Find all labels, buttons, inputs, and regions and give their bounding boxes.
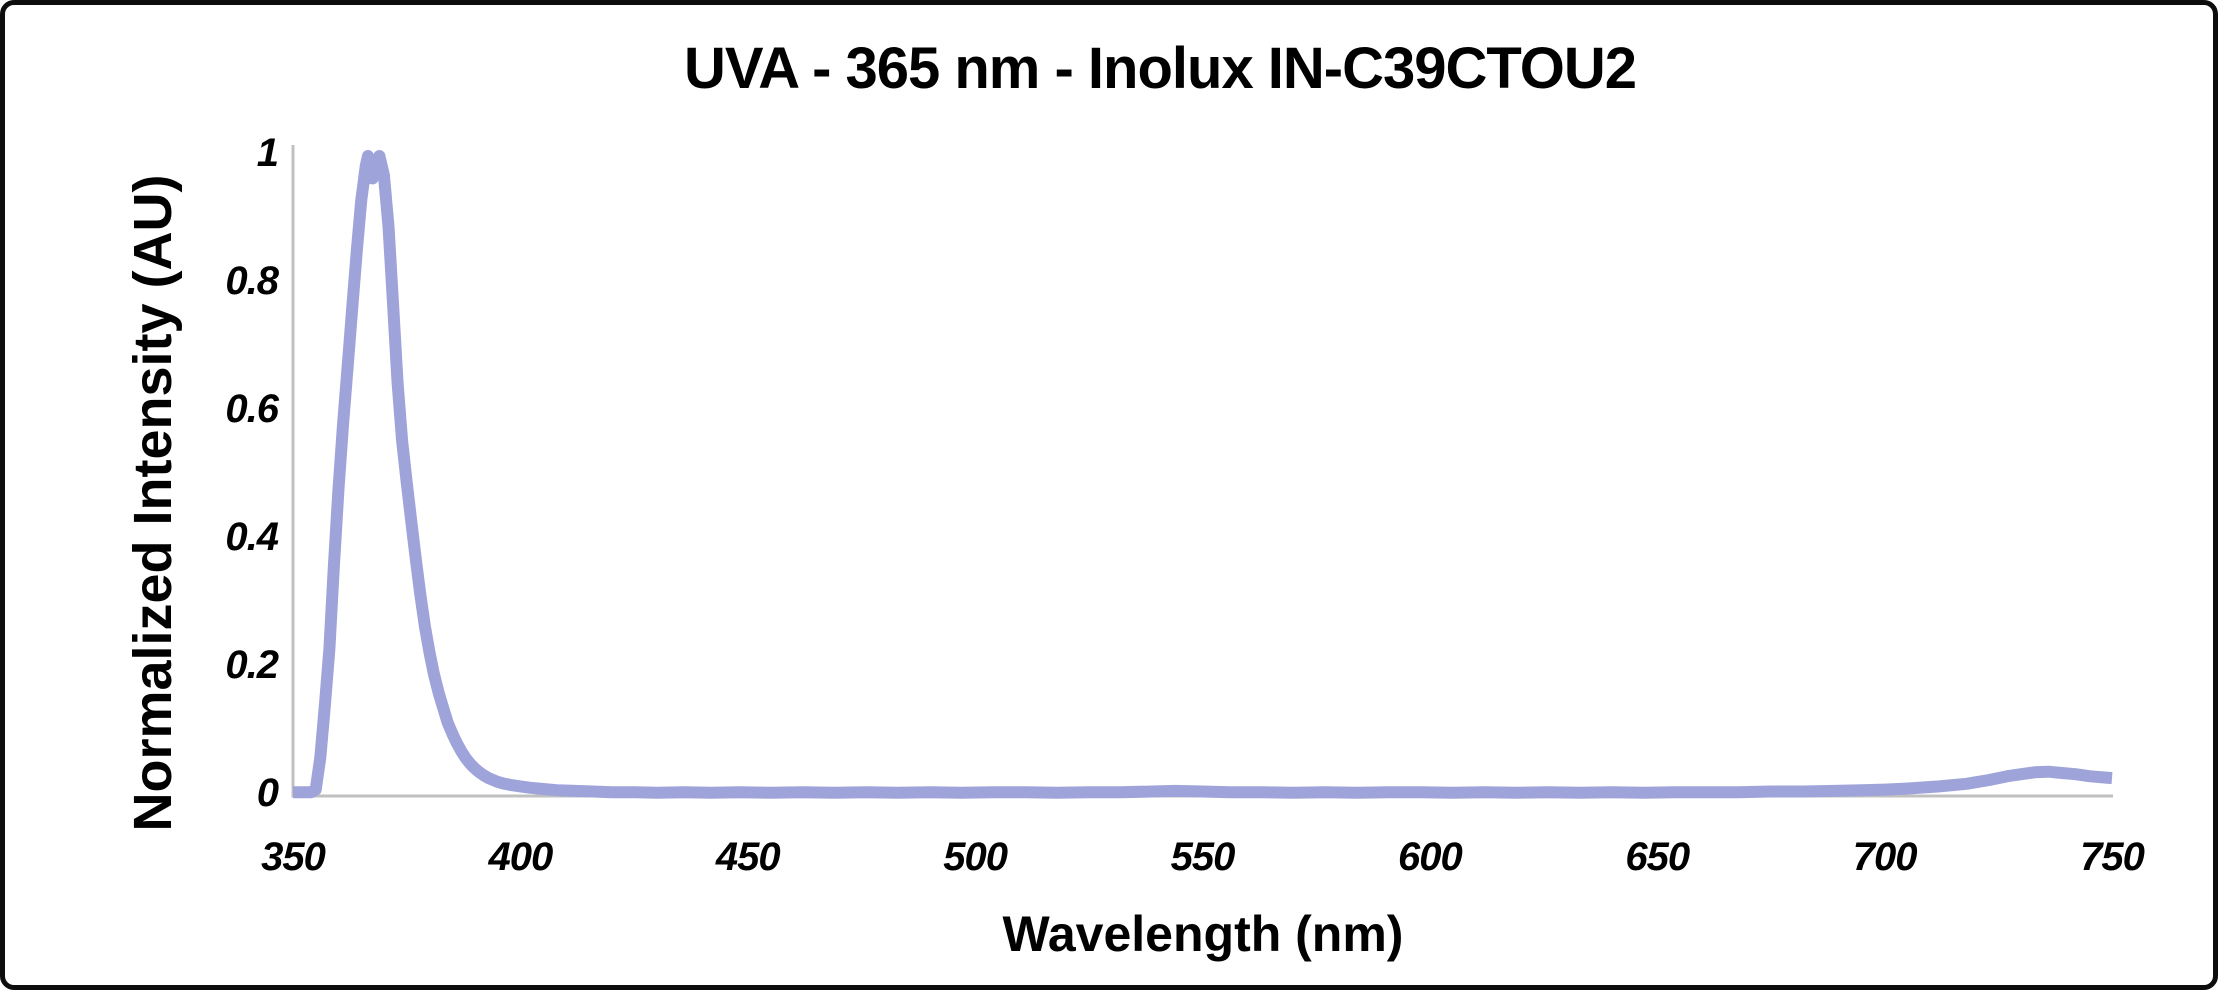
y-tick-label: 0.2 — [225, 643, 279, 687]
x-tick-label: 750 — [2080, 835, 2145, 879]
x-tick-label: 500 — [943, 835, 1008, 879]
x-tick-label: 700 — [1852, 835, 1918, 879]
x-tick-label: 600 — [1398, 835, 1463, 879]
x-tick-label: 400 — [488, 835, 554, 879]
spectrum-chart — [291, 145, 2113, 799]
chart-title: UVA - 365 nm - Inolux IN-C39CTOU2 — [683, 36, 1637, 101]
y-tick-label: 0.6 — [225, 387, 279, 431]
y-tick-label: 0 — [256, 771, 279, 815]
axis-lines — [291, 145, 2113, 798]
x-tick-label: 650 — [1625, 835, 1690, 879]
series-line-normalized-emission-spectrum — [293, 150, 2113, 799]
y-tick-label: 0.8 — [225, 259, 279, 303]
y-tick-label: 0.4 — [225, 515, 279, 559]
y-tick-label: 1 — [256, 131, 279, 175]
x-tick-label: 550 — [1170, 835, 1236, 879]
x-tick-label: 450 — [715, 835, 781, 879]
x-tick-label: 350 — [261, 835, 326, 879]
x-axis-title: Wavelength (nm) — [1002, 906, 1404, 962]
